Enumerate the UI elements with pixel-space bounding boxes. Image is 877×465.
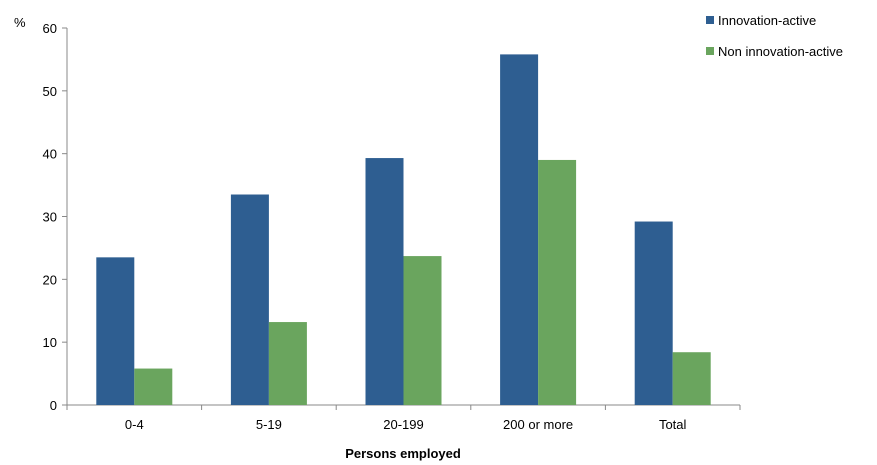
y-axis-ticks: 0 10 20 30 40 50 60 [43, 21, 67, 413]
y-tick-label: 40 [43, 147, 57, 162]
bar-non-innovation-active [403, 256, 442, 405]
x-tick-label: Total [659, 417, 687, 432]
bar-innovation-active [96, 257, 135, 405]
bar-innovation-active [634, 221, 673, 405]
legend-swatch-non-innovation-active [706, 47, 714, 55]
x-tick-label: 200 or more [503, 417, 573, 432]
bar-innovation-active [365, 158, 404, 405]
x-axis-ticks: 0-4 5-19 20-199 200 or more Total [66, 405, 741, 432]
y-tick-label: 0 [50, 398, 57, 413]
x-axis-label: Persons employed [345, 446, 461, 461]
bars [96, 54, 711, 405]
bar-non-innovation-active [672, 352, 711, 405]
bar-non-innovation-active [268, 322, 307, 405]
y-tick-label: 60 [43, 21, 57, 36]
y-axis-label: % [14, 15, 26, 30]
legend-swatch-innovation-active [706, 16, 714, 24]
y-tick-label: 20 [43, 272, 57, 287]
bar-innovation-active [230, 194, 269, 405]
y-tick-label: 30 [43, 210, 57, 225]
y-tick-label: 50 [43, 84, 57, 99]
x-tick-label: 20-199 [383, 417, 423, 432]
x-tick-label: 0-4 [125, 417, 144, 432]
legend-label-non-innovation-active: Non innovation-active [718, 44, 843, 59]
x-tick-label: 5-19 [256, 417, 282, 432]
legend-label-innovation-active: Innovation-active [718, 13, 816, 28]
legend: Innovation-active Non innovation-active [706, 13, 843, 59]
bar-innovation-active [500, 54, 539, 405]
bar-non-innovation-active [134, 368, 173, 405]
y-tick-label: 10 [43, 335, 57, 350]
bar-non-innovation-active [538, 159, 577, 405]
